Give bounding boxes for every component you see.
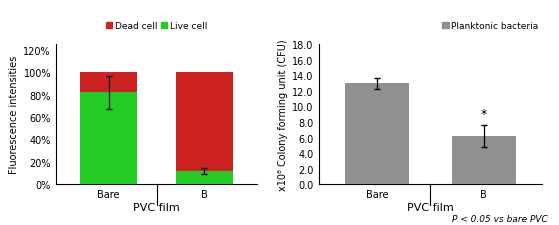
Text: P < 0.05 vs bare PVC: P < 0.05 vs bare PVC bbox=[452, 214, 548, 223]
Legend: Planktonic bacteria: Planktonic bacteria bbox=[439, 19, 542, 35]
Legend: Dead cell, Live cell: Dead cell, Live cell bbox=[102, 19, 211, 35]
X-axis label: PVC film: PVC film bbox=[407, 202, 454, 212]
Y-axis label: Fluorescence intensities: Fluorescence intensities bbox=[10, 56, 19, 174]
Bar bbox=[176, 73, 233, 171]
Bar bbox=[345, 84, 409, 184]
Bar bbox=[80, 93, 138, 184]
Bar bbox=[80, 73, 138, 93]
Y-axis label: x10⁸ Colony forming unit (CFU): x10⁸ Colony forming unit (CFU) bbox=[278, 39, 288, 190]
Bar bbox=[452, 136, 515, 184]
Bar bbox=[176, 171, 233, 184]
X-axis label: PVC film: PVC film bbox=[133, 202, 180, 212]
Text: *: * bbox=[481, 108, 487, 121]
